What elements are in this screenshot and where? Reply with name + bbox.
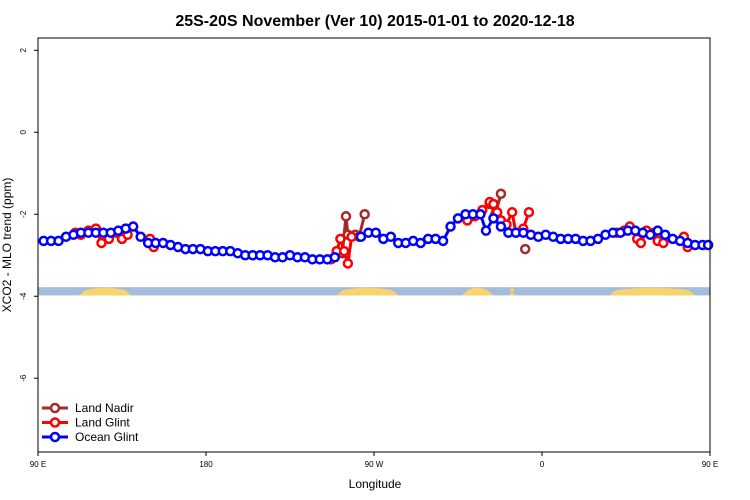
- x-tick-label: 0: [540, 460, 545, 469]
- x-tick-label: 90 W: [365, 460, 384, 469]
- data-point: [592, 233, 604, 245]
- land-segment: [461, 287, 494, 296]
- data-point: [445, 221, 456, 232]
- data-point: [480, 225, 492, 236]
- data-point: [335, 233, 346, 245]
- legend-marker: [49, 417, 61, 428]
- data-point: [488, 213, 499, 224]
- x-axis: 90 E 180 90 W 0 90 E: [30, 452, 718, 469]
- data-point: [338, 245, 350, 257]
- legend-marker: [49, 431, 61, 443]
- data-point: [96, 237, 107, 249]
- data-point: [385, 231, 397, 243]
- y-axis: 2 0 -2 -4 -6: [19, 48, 38, 382]
- data-point: [702, 239, 714, 251]
- y-tick-label: -6: [19, 374, 28, 382]
- data-point: [488, 198, 499, 210]
- data-point: [346, 231, 357, 243]
- data-point: [329, 252, 341, 263]
- data-point: [355, 231, 367, 243]
- x-tick-label: 90 E: [30, 460, 46, 469]
- data-point: [135, 231, 146, 243]
- legend-marker: [49, 402, 61, 414]
- data-point: [437, 235, 449, 247]
- data-point: [53, 235, 64, 247]
- land-segment: [336, 287, 399, 296]
- data-point: [506, 206, 518, 218]
- data-point: [652, 225, 663, 236]
- data-point: [340, 211, 352, 222]
- x-tick-label: 90 E: [702, 460, 718, 469]
- data-point: [495, 188, 507, 200]
- y-tick-label: 0: [19, 130, 28, 135]
- data-point: [645, 229, 656, 241]
- data-point: [415, 237, 426, 249]
- legend-item: Land Nadir: [42, 401, 134, 415]
- y-tick-label: -4: [19, 292, 28, 300]
- y-axis-label: XCO2 - MLO trend (ppm): [0, 178, 14, 313]
- legend-label: Ocean Glint: [75, 430, 139, 444]
- data-point: [495, 221, 507, 232]
- land-mask: [38, 287, 710, 296]
- data-point: [523, 206, 535, 218]
- data-point: [519, 243, 531, 255]
- data-point: [127, 221, 139, 232]
- data-point: [475, 209, 486, 220]
- legend-label: Land Glint: [75, 416, 130, 430]
- legend-item: Land Glint: [42, 416, 130, 430]
- data-point: [370, 227, 382, 238]
- x-axis-label: Longitude: [349, 477, 402, 491]
- land-segment: [79, 287, 132, 296]
- x-tick-label: 180: [199, 460, 213, 469]
- data-point: [342, 258, 354, 269]
- land-segment: [508, 287, 516, 296]
- data-point: [659, 229, 671, 241]
- chart-title: 25S-20S November (Ver 10) 2015-01-01 to …: [175, 13, 574, 30]
- legend-item: Ocean Glint: [42, 430, 139, 444]
- data-point: [359, 209, 370, 220]
- data-point: [658, 237, 669, 249]
- y-tick-label: -2: [19, 210, 28, 218]
- land-segment: [609, 287, 696, 296]
- data-point: [452, 213, 464, 224]
- data-point: [635, 237, 647, 249]
- series-ocean-glint: [38, 209, 714, 265]
- legend-label: Land Nadir: [75, 401, 134, 415]
- series-layer: [38, 188, 714, 269]
- y-tick-label: 2: [19, 48, 28, 53]
